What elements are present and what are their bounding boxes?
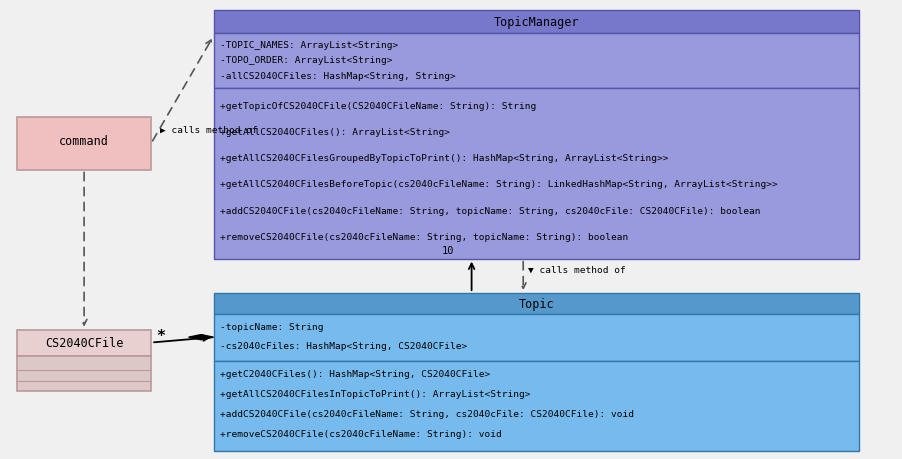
Text: 10: 10 [441, 246, 454, 256]
Text: -TOPIC_NAMES: ArrayList<String>: -TOPIC_NAMES: ArrayList<String> [219, 40, 398, 50]
Polygon shape [189, 335, 213, 340]
Bar [213, 314, 858, 361]
Text: *: * [156, 329, 165, 343]
Bar [213, 89, 858, 259]
Text: +getAllCS2040CFiles(): ArrayList<String>: +getAllCS2040CFiles(): ArrayList<String> [219, 128, 449, 137]
Text: +removeCS2040CFile(cs2040cFileName: String, topicName: String): boolean: +removeCS2040CFile(cs2040cFileName: Stri… [219, 232, 627, 241]
Text: -TOPO_ORDER: ArrayList<String>: -TOPO_ORDER: ArrayList<String> [219, 56, 391, 65]
Text: Topic: Topic [518, 297, 553, 310]
Text: CS2040CFile: CS2040CFile [45, 336, 124, 349]
Text: TopicManager: TopicManager [492, 16, 578, 29]
Text: command: command [60, 135, 109, 148]
Bar [17, 356, 151, 392]
Text: +getAllCS2040CFilesInTopicToPrint(): ArrayList<String>: +getAllCS2040CFilesInTopicToPrint(): Arr… [219, 389, 529, 398]
Text: -allCS2040CFiles: HashMap<String, String>: -allCS2040CFiles: HashMap<String, String… [219, 72, 455, 81]
Text: +getAllCS2040CFilesBeforeTopic(cs2040cFileName: String): LinkedHashMap<String, A: +getAllCS2040CFilesBeforeTopic(cs2040cFi… [219, 180, 777, 189]
Text: +addCS2040CFile(cs2040cFileName: String, cs2040cFile: CS2040CFile): void: +addCS2040CFile(cs2040cFileName: String,… [219, 409, 633, 418]
Text: ▶ calls method of: ▶ calls method of [160, 126, 257, 134]
Bar [213, 361, 858, 451]
Text: -topicName: String: -topicName: String [219, 323, 323, 331]
Text: -cs2040cFiles: HashMap<String, CS2040CFile>: -cs2040cFiles: HashMap<String, CS2040CFi… [219, 341, 466, 350]
Text: +getAllCS2040CFilesGroupedByTopicToPrint(): HashMap<String, ArrayList<String>>: +getAllCS2040CFilesGroupedByTopicToPrint… [219, 154, 667, 163]
Text: +removeCS2040CFile(cs2040cFileName: String): void: +removeCS2040CFile(cs2040cFileName: Stri… [219, 429, 501, 438]
Text: ▼ calls method of: ▼ calls method of [527, 265, 624, 274]
Bar [213, 34, 858, 89]
Bar [213, 11, 858, 34]
Text: +addCS2040CFile(cs2040cFileName: String, topicName: String, cs2040cFile: CS2040C: +addCS2040CFile(cs2040cFileName: String,… [219, 206, 759, 215]
Text: +getTopicOfCS2040CFile(CS2040CFileName: String): String: +getTopicOfCS2040CFile(CS2040CFileName: … [219, 101, 535, 110]
Bar [213, 293, 858, 314]
Bar [17, 118, 151, 170]
Text: +getC2040CFiles(): HashMap<String, CS2040CFile>: +getC2040CFiles(): HashMap<String, CS204… [219, 369, 489, 379]
Bar [17, 330, 151, 356]
